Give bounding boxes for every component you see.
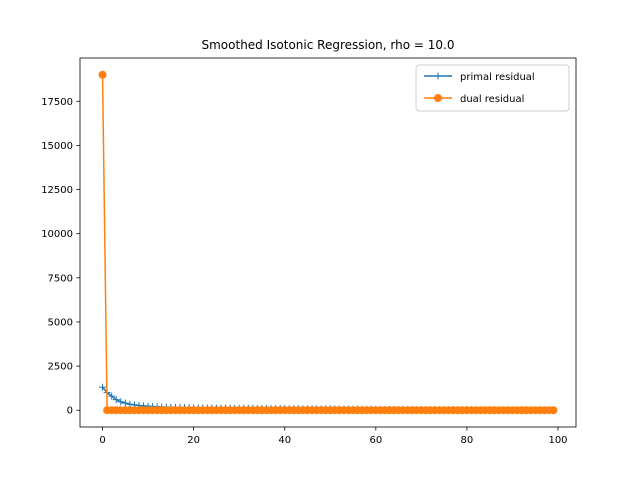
- y-tick-label: 0: [67, 406, 73, 417]
- legend-item: primal residual: [424, 72, 535, 83]
- x-tick-label: 40: [278, 435, 291, 446]
- axes-frame: [79, 57, 577, 428]
- x-tick-label: 0: [99, 435, 105, 446]
- chart-title: Smoothed Isotonic Regression, rho = 10.0: [202, 38, 455, 52]
- axes: 0 20 40 60 80 100 0 2500 5000 7500 10000 12500 15000…: [41, 57, 577, 446]
- y-tick-label: 10000: [41, 229, 73, 240]
- y-tick-label: 2500: [48, 362, 73, 373]
- y-tick-label: 17500: [41, 97, 73, 108]
- legend-marker: [434, 94, 442, 102]
- legend-label: primal residual: [460, 72, 535, 83]
- data-point: [549, 406, 558, 415]
- data-point: [117, 398, 125, 406]
- data-point: [121, 399, 129, 407]
- y-tick-label: 15000: [41, 141, 73, 152]
- x-tick-label: 60: [369, 435, 382, 446]
- data-point: [112, 396, 120, 404]
- legend: primal residual dual residual: [415, 64, 570, 112]
- legend-label: dual residual: [460, 94, 524, 105]
- y-tick-label: 7500: [48, 273, 73, 284]
- legend-box: [415, 64, 570, 112]
- data-point: [98, 70, 107, 79]
- x-tick-label: 80: [461, 435, 474, 446]
- x-tick-label: 20: [187, 435, 200, 446]
- legend-item: dual residual: [424, 94, 524, 105]
- data-point: [108, 392, 116, 400]
- legend-marker: [434, 72, 442, 80]
- y-tick-label: 5000: [48, 317, 73, 328]
- y-tick-label: 12500: [41, 185, 73, 196]
- plot-area: [98, 70, 558, 415]
- x-tick-label: 100: [548, 435, 567, 446]
- series-dual-residual: [98, 70, 558, 415]
- data-point: [99, 383, 107, 391]
